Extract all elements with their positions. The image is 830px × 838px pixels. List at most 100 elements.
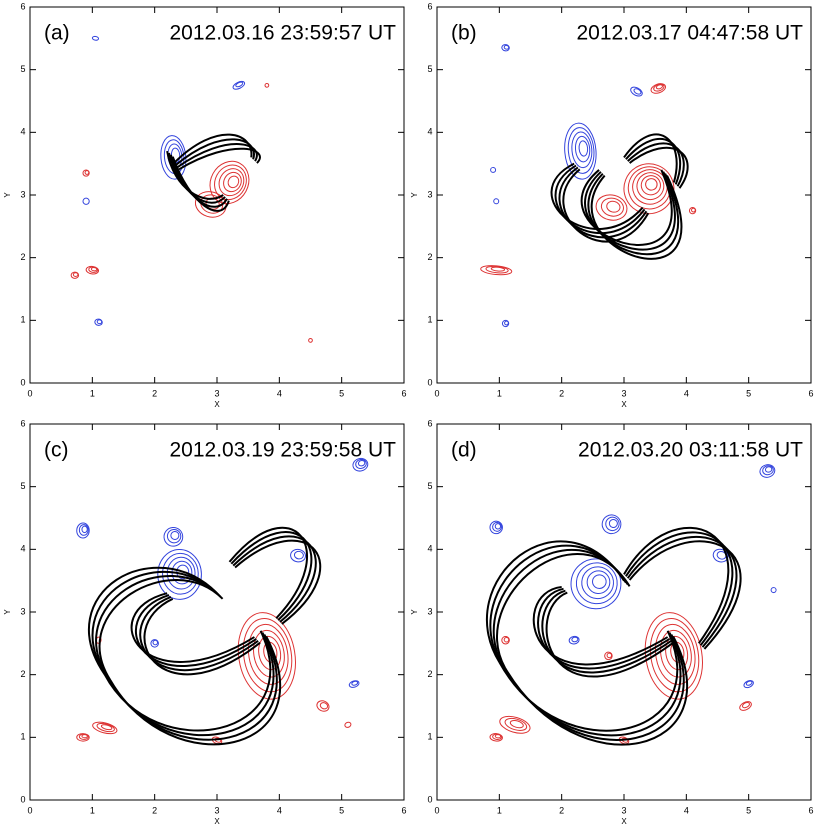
y-axis-label: Y: [410, 609, 419, 615]
field-line: [590, 174, 683, 260]
contour: [503, 637, 510, 643]
contour: [509, 719, 524, 729]
x-tick-label: 6: [401, 805, 406, 815]
contour: [605, 516, 620, 532]
x-axis-label: X: [214, 400, 220, 409]
panel-label: (b): [451, 22, 477, 45]
y-tick-label: 3: [427, 189, 432, 199]
panel-label: (d): [451, 439, 477, 462]
y-tick-label: 6: [427, 418, 432, 428]
panel: 0 1 2 3 4 5 6 0 1 2 3 4 5 6 X Y (d) 2012.03.20 03:11:58 U…: [410, 418, 813, 826]
field-line: [580, 169, 673, 246]
contour: [214, 164, 247, 201]
contour: [501, 635, 510, 645]
contour: [493, 198, 500, 205]
contour: [595, 194, 628, 221]
x-tick-label: 5: [746, 388, 751, 398]
x-axis-label: X: [621, 817, 627, 826]
contour: [649, 618, 700, 693]
contour: [84, 170, 90, 175]
x-tick-label: 3: [214, 805, 219, 815]
contour: [166, 528, 182, 544]
contour: [290, 548, 306, 563]
contour: [650, 83, 667, 94]
x-tick-label: 6: [808, 805, 813, 815]
contour: [633, 88, 642, 95]
x-tick-label: 0: [434, 388, 439, 398]
field-line: [541, 589, 672, 674]
x-tick-label: 6: [808, 388, 813, 398]
y-tick-label: 4: [20, 544, 25, 554]
timestamp: 2012.03.17 04:47:58 UT: [576, 22, 803, 45]
x-tick-label: 2: [152, 388, 157, 398]
y-tick-label: 2: [20, 669, 25, 679]
contour: [316, 700, 330, 712]
contour: [655, 84, 664, 90]
x-tick-label: 2: [559, 388, 564, 398]
contour: [574, 135, 591, 163]
contour: [211, 736, 223, 745]
contour: [600, 197, 624, 217]
contour: [72, 272, 79, 277]
contour: [170, 530, 180, 540]
contour: [743, 680, 754, 689]
timestamp: 2012.03.16 23:59:57 UT: [169, 22, 396, 45]
field-line: [174, 138, 255, 167]
contour: [264, 82, 270, 88]
x-tick-label: 1: [497, 388, 502, 398]
field-line: [143, 597, 261, 676]
contour: [608, 518, 618, 528]
field-line: [492, 548, 629, 667]
contour: [568, 635, 580, 645]
contour: [70, 271, 80, 279]
field-line: [178, 147, 261, 171]
y-tick-label: 3: [427, 606, 432, 616]
contour: [691, 207, 696, 213]
y-tick-label: 0: [20, 377, 25, 387]
contour: [90, 267, 98, 272]
contour: [762, 465, 774, 476]
field-line: [626, 535, 738, 648]
y-tick-label: 4: [20, 127, 25, 137]
contour: [308, 338, 313, 343]
contour: [166, 556, 196, 590]
y-tick-label: 4: [427, 127, 432, 137]
x-tick-label: 3: [214, 388, 219, 398]
y-tick-label: 1: [427, 732, 432, 742]
field-line: [532, 585, 669, 666]
field-line: [496, 552, 631, 669]
plot-frame: [436, 6, 812, 384]
contour: [492, 521, 503, 532]
contour: [81, 525, 88, 534]
contour: [223, 171, 242, 193]
x-tick-label: 4: [684, 805, 689, 815]
contour: [688, 207, 697, 215]
contour: [586, 570, 611, 595]
contour: [82, 169, 90, 177]
contour: [494, 523, 502, 530]
contour: [293, 550, 304, 560]
contour: [742, 701, 750, 709]
contour: [630, 86, 643, 97]
contour: [604, 651, 613, 661]
contour: [645, 178, 658, 191]
contour: [227, 175, 240, 189]
contour: [504, 717, 528, 731]
contour: [357, 459, 366, 467]
x-axis-label: X: [621, 400, 627, 409]
contour: [739, 701, 752, 711]
y-tick-label: 4: [427, 544, 432, 554]
contour: [76, 522, 90, 539]
field-line: [91, 570, 220, 678]
x-tick-label: 1: [497, 805, 502, 815]
y-tick-label: 5: [427, 481, 432, 491]
contour: [745, 680, 753, 686]
contour: [242, 618, 293, 693]
field-line: [98, 579, 224, 681]
contour: [575, 562, 618, 605]
x-tick-label: 0: [434, 805, 439, 815]
field-line: [109, 635, 282, 746]
contour: [92, 721, 118, 735]
contour: [344, 721, 352, 728]
contour: [218, 168, 245, 197]
